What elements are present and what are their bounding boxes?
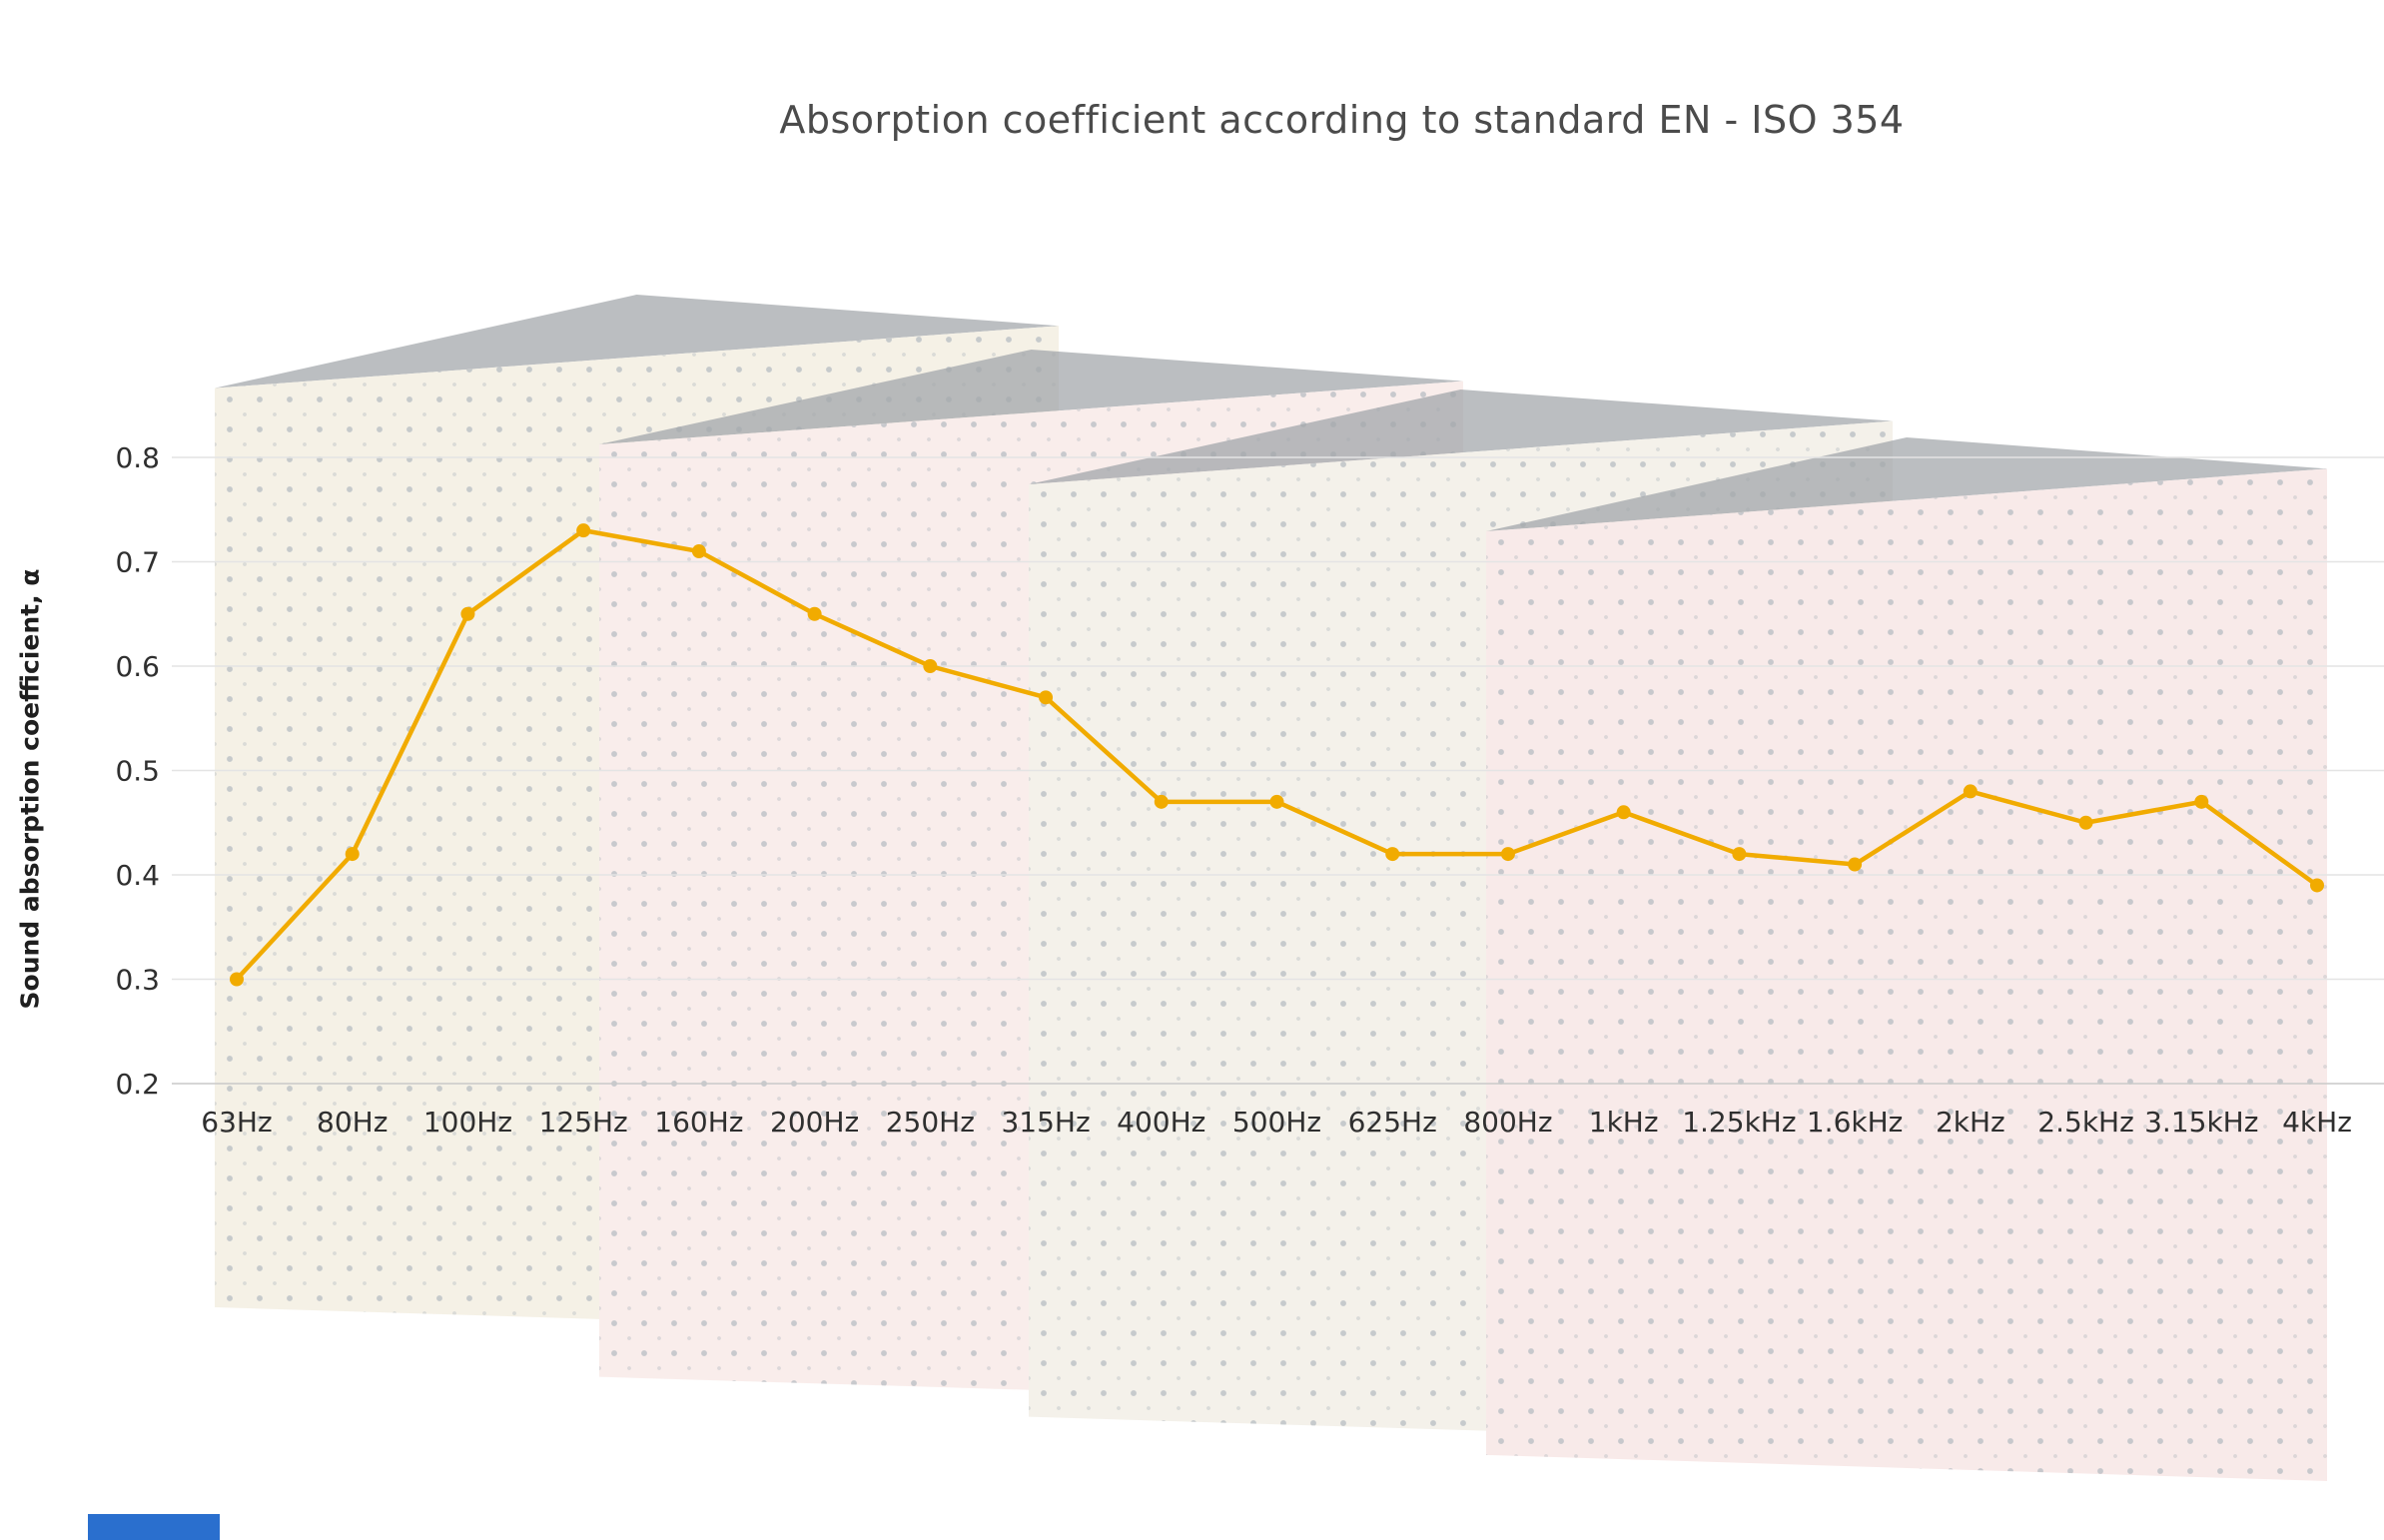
x-tick-label: 63Hz: [201, 1106, 272, 1139]
y-tick-label: 0.8: [115, 441, 160, 474]
x-tick-label: 125Hz: [539, 1106, 628, 1139]
y-tick-label: 0.7: [115, 546, 160, 579]
x-tick-label: 1.25kHz: [1682, 1106, 1796, 1139]
data-point-marker: [2194, 794, 2209, 809]
data-point-marker: [1154, 794, 1169, 809]
data-point-marker: [1848, 857, 1863, 872]
x-tick-label: 400Hz: [1117, 1106, 1205, 1139]
data-point-marker: [1732, 847, 1747, 862]
data-point-marker: [691, 544, 706, 559]
y-tick-label: 0.4: [115, 859, 160, 892]
series-line: [234, 527, 2320, 982]
data-point-marker: [1385, 847, 1400, 862]
x-tick-label: 250Hz: [886, 1106, 975, 1139]
data-point-marker: [345, 847, 360, 862]
x-tick-label: 2.5kHz: [2037, 1106, 2134, 1139]
x-tick-label: 3.15kHz: [2144, 1106, 2258, 1139]
x-tick-label: 2kHz: [1936, 1106, 2005, 1139]
x-tick-label: 80Hz: [317, 1106, 388, 1139]
data-point-marker: [2310, 878, 2324, 893]
y-tick-label: 0.3: [115, 964, 160, 997]
data-point-marker: [923, 659, 938, 673]
data-point-marker: [1500, 847, 1515, 862]
x-tick-label: 4kHz: [2282, 1106, 2352, 1139]
data-point-marker: [1039, 690, 1054, 705]
x-tick-label: 625Hz: [1348, 1106, 1437, 1139]
x-tick-label: 1.6kHz: [1807, 1106, 1904, 1139]
data-point-marker: [230, 972, 244, 987]
x-tick-label: 200Hz: [770, 1106, 859, 1139]
y-tick-label: 0.5: [115, 755, 160, 788]
x-tick-label: 1kHz: [1589, 1106, 1659, 1139]
footer-accent-bar: [88, 1514, 220, 1540]
x-tick-label: 800Hz: [1463, 1106, 1552, 1139]
x-tick-label: 160Hz: [654, 1106, 743, 1139]
data-point-marker: [1616, 805, 1631, 820]
data-point-marker: [1963, 784, 1978, 799]
data-point-marker: [2078, 815, 2093, 830]
y-tick-label: 0.6: [115, 650, 160, 683]
data-point-marker: [807, 606, 822, 621]
x-tick-label: 100Hz: [423, 1106, 512, 1139]
y-tick-label: 0.2: [115, 1068, 160, 1101]
chart-title: Absorption coefficient according to stan…: [779, 98, 1905, 142]
data-point-marker: [576, 523, 591, 538]
x-tick-label: 500Hz: [1232, 1106, 1321, 1139]
data-point-marker: [460, 606, 475, 621]
data-point-marker: [1269, 794, 1284, 809]
x-tick-label: 315Hz: [1001, 1106, 1090, 1139]
